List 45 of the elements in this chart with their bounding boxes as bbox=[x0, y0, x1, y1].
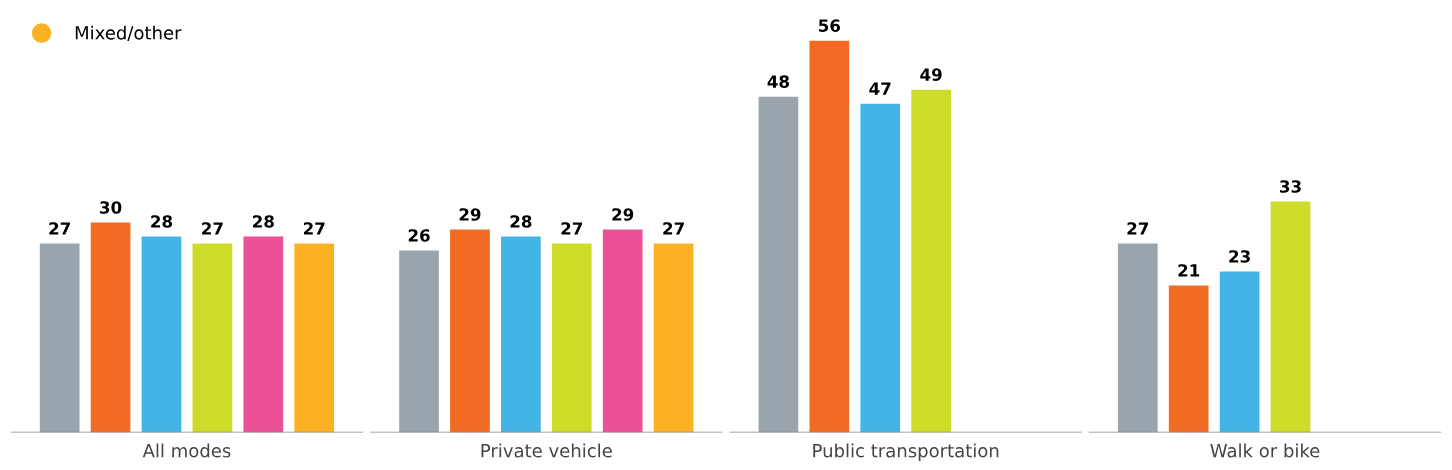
bar bbox=[1219, 271, 1260, 433]
bar bbox=[141, 236, 182, 433]
bar bbox=[653, 243, 694, 433]
bar bbox=[602, 229, 643, 433]
data-label: 28 bbox=[151, 215, 173, 228]
data-label: 33 bbox=[1280, 180, 1301, 193]
data-label: 47 bbox=[869, 82, 891, 95]
x-tick-label: Walk or bike bbox=[1210, 443, 1320, 458]
bar bbox=[1168, 285, 1209, 433]
bar bbox=[39, 243, 80, 433]
data-label: 27 bbox=[561, 222, 583, 235]
data-label: 30 bbox=[100, 201, 122, 214]
data-label: 27 bbox=[303, 222, 325, 235]
data-label: 29 bbox=[459, 208, 481, 221]
data-label: 27 bbox=[663, 222, 684, 235]
bar bbox=[90, 222, 131, 433]
data-label: 48 bbox=[767, 75, 789, 88]
bar bbox=[809, 40, 850, 433]
data-label: 27 bbox=[49, 222, 70, 235]
data-label: 26 bbox=[408, 229, 430, 242]
data-label: 28 bbox=[253, 215, 274, 228]
data-label: 49 bbox=[920, 68, 942, 81]
data-label: 28 bbox=[510, 215, 532, 228]
bar bbox=[501, 236, 541, 433]
bar bbox=[1270, 201, 1311, 433]
x-tick-label: Private vehicle bbox=[481, 443, 612, 458]
bar bbox=[1117, 243, 1158, 433]
bar bbox=[860, 103, 901, 433]
bar bbox=[911, 89, 951, 433]
data-label: 56 bbox=[819, 19, 841, 32]
data-label: 27 bbox=[1127, 222, 1149, 235]
data-label: 21 bbox=[1178, 264, 1200, 277]
bar bbox=[399, 250, 439, 433]
x-tick-label: All modes bbox=[142, 443, 231, 458]
data-label: 23 bbox=[1229, 250, 1250, 263]
bar bbox=[294, 243, 335, 433]
x-tick-label: Public transportation bbox=[813, 443, 999, 461]
data-label: 29 bbox=[612, 208, 634, 221]
bar bbox=[243, 236, 284, 433]
bar bbox=[758, 96, 799, 433]
bar bbox=[551, 243, 592, 433]
data-label: 27 bbox=[202, 222, 223, 235]
bar bbox=[192, 243, 233, 433]
bar bbox=[450, 229, 490, 433]
legend-label: Mixed/other bbox=[75, 25, 182, 42]
